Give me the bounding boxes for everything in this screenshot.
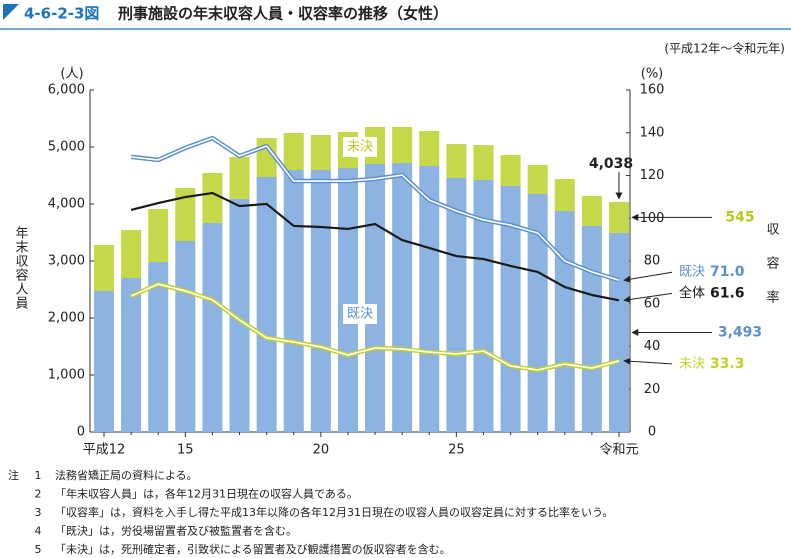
line-name-label: 全体 — [679, 285, 705, 301]
note-number: 2 — [35, 488, 42, 501]
label-connector — [623, 292, 673, 303]
y-tick-label: 4,000 — [48, 197, 85, 212]
series-label-box — [343, 304, 377, 324]
bar — [310, 170, 331, 432]
bar — [175, 240, 196, 432]
bar — [121, 229, 142, 278]
note-number: 3 — [35, 506, 42, 519]
x-tick-label: 令和元 — [599, 443, 638, 458]
note-number: 4 — [35, 525, 42, 538]
bar — [609, 201, 629, 233]
x-tick-label: 25 — [448, 443, 465, 458]
y-axis-label: 年末収容人員 — [13, 226, 29, 310]
bar — [310, 134, 331, 171]
label-connector — [623, 271, 673, 283]
y2-tick-label: 80 — [644, 254, 661, 269]
bar — [121, 277, 142, 432]
line-name-label: 既決 — [679, 265, 705, 280]
y-tick-label: 2,000 — [48, 311, 85, 326]
chart-title: 刑事施設の年末収容人員・収容率の推移（女性） — [118, 5, 448, 23]
y2-axis-label: 収容率 — [764, 222, 780, 324]
bar — [446, 178, 467, 432]
y2-tick-label: 60 — [644, 296, 661, 311]
line — [130, 191, 620, 302]
note-text: 法務省矯正局の資料による。 — [55, 468, 198, 482]
bar — [581, 196, 602, 227]
bar — [94, 290, 114, 432]
bar — [446, 143, 467, 179]
y2-tick-label: 120 — [640, 168, 665, 183]
bar — [283, 132, 304, 171]
bar — [283, 170, 304, 432]
y-tick-label: 5,000 — [48, 140, 85, 155]
bar — [365, 163, 386, 432]
note-number: 1 — [35, 469, 42, 482]
y-tick-label: 3,000 — [48, 254, 85, 269]
bar — [202, 172, 223, 223]
bar — [229, 198, 250, 432]
bar — [609, 232, 629, 432]
annotation-label: 4,038 — [589, 156, 633, 172]
bar — [500, 185, 521, 432]
y2-unit: (%) — [641, 67, 664, 82]
subtitle: (平成12年～令和元年) — [664, 41, 785, 56]
bar — [554, 211, 575, 432]
note-number: 5 — [35, 543, 42, 556]
figure-number: 4-6-2-3図 — [24, 5, 99, 23]
bar — [175, 187, 196, 241]
label-connector — [623, 357, 673, 365]
bar — [500, 154, 521, 186]
note-text: 「収容率」は，資料を入手し得た平成13年以降の各年12月31日現在の収容人員の収… — [55, 505, 613, 519]
note-text: 「既決」は，労役場留置者及び被監置者を含む。 — [55, 524, 297, 538]
bar — [148, 262, 169, 432]
line-value-label: 71.0 — [710, 264, 745, 280]
bar-value-label: 545 — [725, 209, 754, 225]
line — [131, 137, 620, 282]
y-unit: (人) — [60, 67, 83, 82]
bar — [148, 209, 169, 263]
x-tick-label: 平成12 — [83, 443, 126, 458]
bar — [94, 244, 114, 291]
y2-tick-label: 160 — [640, 83, 665, 98]
bar — [554, 178, 575, 212]
x-tick-label: 15 — [177, 443, 194, 458]
bar — [473, 145, 494, 181]
line-name-label: 未決 — [679, 356, 705, 371]
y2-tick-label: 140 — [640, 125, 665, 140]
bar — [527, 194, 548, 432]
bar — [392, 126, 413, 164]
series-label: 未決 — [347, 140, 373, 155]
bar — [419, 130, 440, 166]
x-tick-label: 20 — [313, 443, 330, 458]
bar — [527, 165, 548, 195]
line-value-label: 61.6 — [710, 285, 745, 301]
series-label-box — [343, 137, 377, 157]
bar — [202, 222, 223, 432]
line — [130, 283, 620, 371]
bar — [581, 226, 602, 432]
y2-tick-label: 0 — [648, 425, 656, 440]
bar — [229, 156, 250, 199]
y-tick-label: 0 — [77, 425, 85, 440]
line-value-label: 33.3 — [710, 356, 745, 372]
bar — [337, 167, 358, 432]
y2-tick-label: 100 — [640, 211, 665, 226]
bar — [392, 163, 413, 432]
y-tick-label: 6,000 — [48, 83, 85, 98]
bar — [256, 176, 277, 432]
bar — [419, 165, 440, 432]
y2-tick-label: 20 — [644, 382, 661, 397]
series-label: 既決 — [347, 307, 373, 322]
y2-tick-label: 40 — [644, 339, 661, 354]
bar — [473, 180, 494, 432]
bar-value-label: 3,493 — [718, 324, 762, 340]
note-text: 「未決」は，死刑確定者，引致状による留置者及び観護措置の仮収容者を含む。 — [55, 542, 451, 556]
title-icon — [3, 4, 19, 20]
notes-label: 注 — [8, 468, 19, 482]
note-text: 「年末収容人員」は，各年12月31日現在の収容人員である。 — [55, 487, 358, 501]
y-tick-label: 1,000 — [48, 368, 85, 383]
